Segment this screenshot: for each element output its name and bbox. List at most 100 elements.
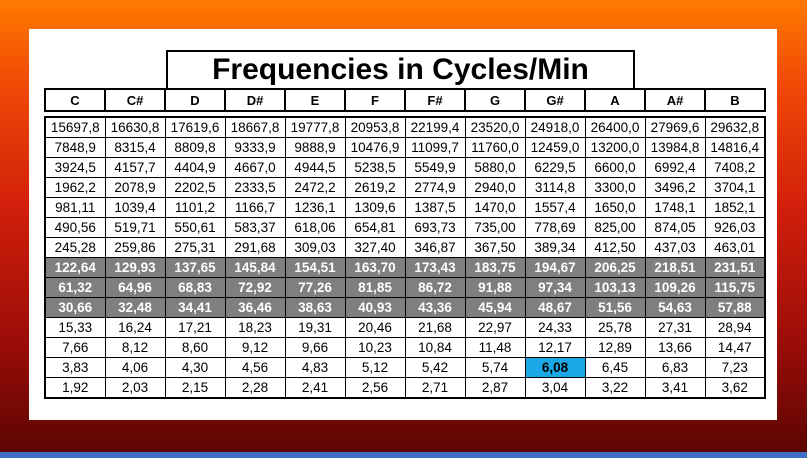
table-cell: 245,28 [44, 237, 106, 258]
table-cell: 40,93 [344, 297, 406, 318]
table-cell: 2,41 [284, 377, 346, 399]
table-cell: 34,41 [164, 297, 226, 318]
table-cell: 2078,9 [104, 177, 166, 198]
table-cell: 32,48 [104, 297, 166, 318]
table-cell: 9888,9 [284, 137, 346, 158]
table-cell: 17619,6 [164, 116, 226, 138]
table-cell: 3,22 [584, 377, 646, 399]
table-cell: 11099,7 [404, 137, 466, 158]
table-cell: 14816,4 [704, 137, 766, 158]
table-cell: 309,03 [284, 237, 346, 258]
table-cell: 1557,4 [524, 197, 586, 218]
table-cell: 1852,1 [704, 197, 766, 218]
table-cell: 2333,5 [224, 177, 286, 198]
table-cell: 4,30 [164, 357, 226, 378]
table-cell: 7408,2 [704, 157, 766, 178]
table-cell: 5,12 [344, 357, 406, 378]
table-row: 245,28 259,86 275,31 291,68 309,03 327,40 346,… [44, 237, 766, 258]
note-header-table: C C# D D# E F F# G G# A A# B [44, 88, 766, 112]
table-cell: 173,43 [404, 257, 466, 278]
table-cell: 22,97 [464, 317, 526, 338]
table-cell: 8809,8 [164, 137, 226, 158]
table-cell: 6992,4 [644, 157, 706, 178]
table-cell: 10,23 [344, 337, 406, 358]
table-cell: 2,56 [344, 377, 406, 399]
table-cell: 154,51 [284, 257, 346, 278]
table-cell: 18667,8 [224, 116, 286, 138]
table-cell: 1,92 [44, 377, 106, 399]
table-cell: 30,66 [44, 297, 106, 318]
note-header-f-sharp: F# [404, 88, 466, 112]
table-cell: 28,94 [704, 317, 766, 338]
table-cell: 10,84 [404, 337, 466, 358]
table-cell: 6,83 [644, 357, 706, 378]
table-cell: 57,88 [704, 297, 766, 318]
table-cell: 4,06 [104, 357, 166, 378]
table-cell: 412,50 [584, 237, 646, 258]
note-header-e: E [284, 88, 346, 112]
table-cell: 163,70 [344, 257, 406, 278]
table-cell: 1470,0 [464, 197, 526, 218]
note-header-g-sharp: G# [524, 88, 586, 112]
table-cell: 26400,0 [584, 116, 646, 138]
table-cell: 64,96 [104, 277, 166, 298]
table-cell: 11,48 [464, 337, 526, 358]
table-cell: 4,56 [224, 357, 286, 378]
table-cell: 206,25 [584, 257, 646, 278]
frequency-table: 15697,8 16630,8 17619,6 18667,8 19777,8 20953… [44, 116, 766, 399]
table-cell: 145,84 [224, 257, 286, 278]
table-cell: 6,45 [584, 357, 646, 378]
table-cell: 7,23 [704, 357, 766, 378]
table-cell: 48,67 [524, 297, 586, 318]
table-cell: 519,71 [104, 217, 166, 238]
table-cell: 183,75 [464, 257, 526, 278]
table-cell: 81,85 [344, 277, 406, 298]
table-cell: 2202,5 [164, 177, 226, 198]
table-row: 122,64 129,93 137,65 145,84 154,51 163,70 173,… [44, 257, 766, 278]
table-cell: 38,63 [284, 297, 346, 318]
table-cell: 15,33 [44, 317, 106, 338]
table-cell: 24,33 [524, 317, 586, 338]
table-cell: 86,72 [404, 277, 466, 298]
table-cell: 20,46 [344, 317, 406, 338]
table-cell: 15697,8 [44, 116, 106, 138]
table-cell: 5549,9 [404, 157, 466, 178]
table-cell: 109,26 [644, 277, 706, 298]
table-cell: 194,67 [524, 257, 586, 278]
table-cell: 4404,9 [164, 157, 226, 178]
table-cell: 9,12 [224, 337, 286, 358]
table-cell: 2619,2 [344, 177, 406, 198]
table-cell: 1650,0 [584, 197, 646, 218]
table-cell: 13984,8 [644, 137, 706, 158]
note-header-row: C C# D D# E F F# G G# A A# B [44, 88, 766, 112]
table-cell: 3300,0 [584, 177, 646, 198]
table-cell: 8315,4 [104, 137, 166, 158]
table-cell: 1387,5 [404, 197, 466, 218]
table-cell: 19777,8 [284, 116, 346, 138]
table-cell: 1962,2 [44, 177, 106, 198]
table-cell: 12,89 [584, 337, 646, 358]
table-cell: 926,03 [704, 217, 766, 238]
table-cell: 2,71 [404, 377, 466, 399]
table-cell: 437,03 [644, 237, 706, 258]
table-cell: 3,41 [644, 377, 706, 399]
table-row: 981,11 1039,4 1101,2 1166,7 1236,1 1309,6 1387… [44, 197, 766, 218]
table-cell: 43,36 [404, 297, 466, 318]
table-cell: 68,83 [164, 277, 226, 298]
table-cell: 1166,7 [224, 197, 286, 218]
table-cell: 2472,2 [284, 177, 346, 198]
table-cell: 2,28 [224, 377, 286, 399]
table-row: 1962,2 2078,9 2202,5 2333,5 2472,2 2619,2 2774… [44, 177, 766, 198]
table-cell: 2,15 [164, 377, 226, 399]
table-cell: 5880,0 [464, 157, 526, 178]
table-cell: 137,65 [164, 257, 226, 278]
table-cell: 54,63 [644, 297, 706, 318]
table-row: 61,32 64,96 68,83 72,92 77,26 81,85 86,72 91,88… [44, 277, 766, 298]
table-cell: 22199,4 [404, 116, 466, 138]
table-cell: 91,88 [464, 277, 526, 298]
table-cell: 778,69 [524, 217, 586, 238]
table-cell: 16630,8 [104, 116, 166, 138]
table-cell: 9,66 [284, 337, 346, 358]
table-cell: 327,40 [344, 237, 406, 258]
table-cell: 2,03 [104, 377, 166, 399]
